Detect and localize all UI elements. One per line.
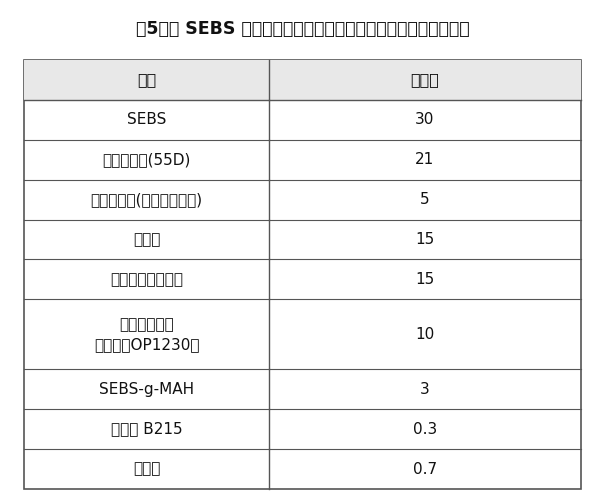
Text: 质量份: 质量份: [411, 72, 439, 87]
Text: 聚酯弹性体(55D): 聚酯弹性体(55D): [102, 152, 191, 167]
Text: 三聚氰胺氰尿酸盐: 三聚氰胺氰尿酸盐: [110, 272, 183, 287]
Text: 0.7: 0.7: [413, 462, 437, 477]
Text: 原料: 原料: [137, 72, 156, 87]
Text: 间苯二酚双(二苯基磷酸酯): 间苯二酚双(二苯基磷酸酯): [91, 192, 203, 207]
Text: 有机次磷酸盐
（牌号：OP1230）: 有机次磷酸盐 （牌号：OP1230）: [94, 317, 200, 352]
Text: 30: 30: [415, 112, 434, 127]
Text: 21: 21: [415, 152, 434, 167]
Bar: [24, 60, 581, 489]
Text: 表5：以 SEBS 为基料的无卤阻燃热塑性弹性体复合物的原料组成: 表5：以 SEBS 为基料的无卤阻燃热塑性弹性体复合物的原料组成: [136, 20, 469, 38]
Text: 3: 3: [420, 382, 430, 397]
Text: 硅酮粉: 硅酮粉: [133, 462, 160, 477]
Text: 5: 5: [420, 192, 430, 207]
Text: 15: 15: [415, 272, 434, 287]
Bar: [24, 60, 581, 100]
Text: 0.3: 0.3: [413, 422, 437, 437]
Text: 15: 15: [415, 232, 434, 247]
Text: 抗氧剂 B215: 抗氧剂 B215: [111, 422, 183, 437]
Text: 10: 10: [415, 327, 434, 342]
Text: 白矿油: 白矿油: [133, 232, 160, 247]
Text: SEBS-g-MAH: SEBS-g-MAH: [99, 382, 194, 397]
Text: SEBS: SEBS: [127, 112, 166, 127]
